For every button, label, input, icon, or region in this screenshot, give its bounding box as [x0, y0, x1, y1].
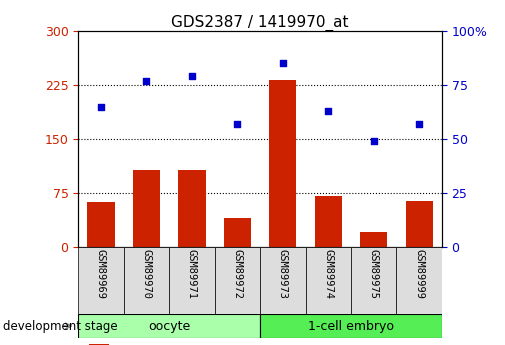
- Bar: [269, 80, 296, 247]
- Bar: [260, 314, 442, 338]
- Bar: [178, 170, 206, 247]
- Text: GSM89969: GSM89969: [96, 249, 106, 299]
- Text: GSM89973: GSM89973: [278, 249, 288, 299]
- Bar: [78, 314, 260, 338]
- Bar: [89, 344, 109, 345]
- Bar: [315, 196, 342, 247]
- Text: GSM89975: GSM89975: [369, 249, 379, 299]
- Text: oocyte: oocyte: [148, 319, 190, 333]
- Bar: [87, 202, 115, 247]
- Text: GSM89971: GSM89971: [187, 249, 197, 299]
- Text: GSM89970: GSM89970: [141, 249, 152, 299]
- Text: GSM89974: GSM89974: [323, 249, 333, 299]
- Bar: [406, 201, 433, 247]
- Point: [142, 78, 150, 83]
- Bar: [306, 247, 351, 314]
- Point: [279, 61, 287, 66]
- Bar: [133, 170, 160, 247]
- Bar: [360, 232, 387, 247]
- Point: [233, 121, 241, 127]
- Text: GSM89972: GSM89972: [232, 249, 242, 299]
- Bar: [78, 247, 124, 314]
- Point: [97, 104, 105, 109]
- Point: [324, 108, 332, 114]
- Bar: [124, 247, 169, 314]
- Text: 1-cell embryo: 1-cell embryo: [308, 319, 394, 333]
- Bar: [396, 247, 442, 314]
- Text: development stage: development stage: [3, 319, 117, 333]
- Bar: [260, 247, 306, 314]
- Point: [415, 121, 423, 127]
- Title: GDS2387 / 1419970_at: GDS2387 / 1419970_at: [171, 15, 349, 31]
- Bar: [169, 247, 215, 314]
- Bar: [215, 247, 260, 314]
- Text: GSM89999: GSM89999: [414, 249, 424, 299]
- Point: [188, 73, 196, 79]
- Point: [370, 138, 378, 144]
- Bar: [224, 218, 251, 247]
- Bar: [351, 247, 396, 314]
